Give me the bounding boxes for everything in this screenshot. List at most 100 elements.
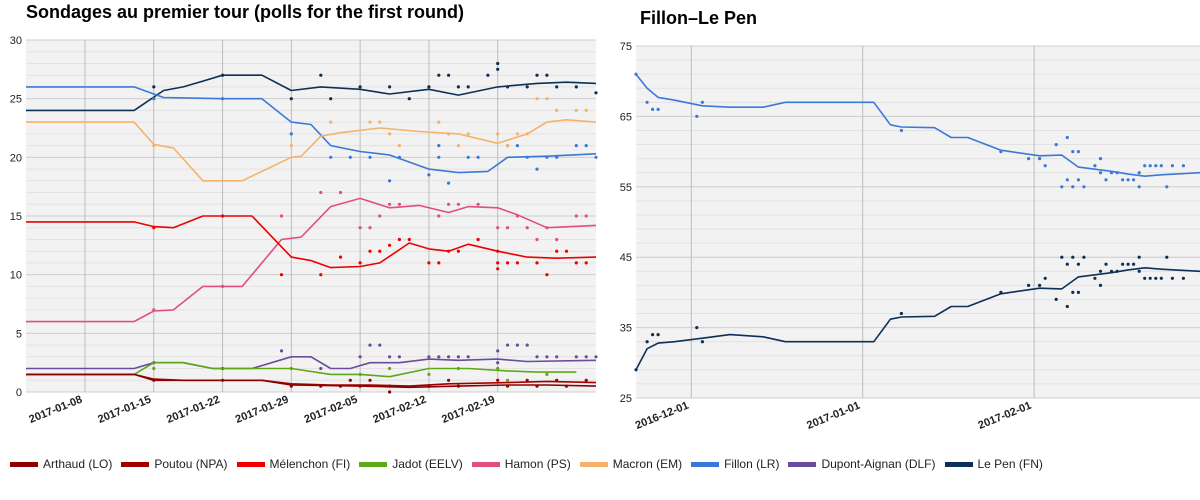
left-poll-point [574, 261, 578, 265]
left-poll-point [338, 255, 343, 259]
left-poll-point [525, 85, 529, 89]
right-poll-point [899, 311, 904, 316]
left-x-tick-label: 2017-01-22 [165, 394, 222, 426]
left-poll-point [279, 349, 284, 353]
left-poll-point [358, 85, 362, 89]
right-poll-point [645, 340, 649, 344]
legend-label: Poutou (NPA) [154, 457, 228, 471]
left-poll-point [427, 372, 431, 376]
left-series-fillon-lr [26, 86, 598, 185]
right-poll-point [1065, 135, 1069, 140]
left-poll-point [388, 85, 392, 89]
left-poll-point [289, 97, 293, 101]
left-poll-point [447, 378, 451, 382]
right-poll-point [1082, 185, 1086, 189]
left-poll-point [555, 249, 559, 253]
right-poll-point [1132, 262, 1136, 266]
left-poll-point [515, 144, 520, 148]
left-poll-point [368, 120, 372, 124]
left-poll-point [319, 366, 323, 371]
left-poll-point [152, 226, 156, 230]
left-poll-point [221, 214, 225, 218]
right-poll-point [1071, 185, 1075, 189]
left-poll-point [545, 372, 549, 376]
legend-swatch [236, 461, 265, 467]
left-poll-point [584, 261, 588, 265]
left-poll-point [221, 73, 225, 77]
left-poll-point [496, 249, 500, 253]
right-poll-point [1098, 157, 1103, 161]
left-poll-point [397, 144, 401, 148]
left-poll-point [496, 361, 500, 365]
left-poll-point [358, 384, 362, 388]
right-poll-point [1076, 150, 1080, 154]
left-y-tick-label: 30 [10, 35, 22, 47]
left-poll-point [152, 85, 156, 89]
left-poll-point [348, 155, 352, 159]
left-poll-point [594, 91, 598, 95]
left-poll-point [289, 384, 293, 388]
right-poll-point [999, 150, 1003, 154]
legend-item-poutou: Poutou (NPA) [121, 457, 228, 471]
left-poll-point [525, 378, 529, 382]
right-poll-point [1027, 283, 1031, 287]
right-poll-point [695, 114, 699, 118]
left-poll-point [506, 226, 510, 230]
left-poll-point [358, 372, 362, 376]
right-x-tick-label: 2016-12-01 [634, 400, 691, 432]
right-x-tick-label: 2017-02-01 [977, 400, 1034, 432]
right-poll-point [1109, 171, 1114, 175]
left-poll-point [584, 355, 588, 359]
right-poll-point [1165, 255, 1169, 259]
right-poll-point [1104, 178, 1108, 182]
left-poll-point [525, 155, 529, 159]
left-x-tick-label: 2017-01-15 [96, 394, 153, 426]
legend-label: Dupont-Aignan (DLF) [821, 457, 936, 471]
left-poll-point [456, 366, 460, 371]
right-y-tick-label: 35 [620, 323, 632, 335]
left-poll-point [368, 226, 372, 230]
left-poll-point [447, 355, 451, 359]
right-poll-point [651, 333, 655, 337]
left-poll-point [329, 97, 333, 101]
right-poll-point [1060, 255, 1064, 259]
left-poll-point [466, 85, 470, 89]
legend-item-hamon: Hamon (PS) [471, 457, 571, 471]
right-poll-point [1170, 276, 1174, 280]
left-poll-point [329, 155, 333, 159]
left-poll-point [574, 214, 578, 218]
left-poll-point [289, 144, 293, 148]
right-poll-point [1181, 276, 1185, 280]
legend-label: Macron (EM) [612, 457, 683, 471]
left-poll-point [427, 355, 431, 359]
right-poll-point [1104, 262, 1108, 266]
right-poll-point [1043, 164, 1047, 168]
left-poll-point [279, 273, 284, 277]
left-poll-point [545, 226, 549, 230]
left-poll-point [525, 343, 529, 347]
left-x-tick-label: 2017-02-19 [440, 394, 497, 426]
left-poll-point [584, 144, 588, 148]
right-poll-point [634, 368, 638, 372]
left-poll-point [545, 355, 549, 359]
left-poll-point [496, 267, 500, 271]
left-trend-line [26, 74, 597, 112]
left-trend-line [26, 86, 597, 174]
right-poll-point [1132, 178, 1136, 182]
right-poll-point [1121, 262, 1125, 266]
left-poll-point [545, 73, 549, 77]
left-x-tick-label: 2017-01-29 [234, 394, 291, 426]
left-poll-point [397, 155, 401, 159]
left-poll-point [289, 132, 293, 136]
legend-swatch [691, 461, 720, 467]
right-poll-point [1060, 185, 1064, 189]
left-poll-point [555, 237, 559, 242]
left-poll-point [574, 85, 578, 89]
chart-legend: Arthaud (LO) Poutou (NPA) Mélenchon (FI)… [10, 456, 1052, 472]
legend-label: Arthaud (LO) [43, 457, 113, 471]
left-poll-point [388, 132, 392, 136]
left-poll-point [496, 61, 500, 66]
right-poll-point [1076, 178, 1080, 182]
right-series-le-pen-fn [634, 255, 1200, 372]
right-poll-point [1137, 185, 1141, 189]
